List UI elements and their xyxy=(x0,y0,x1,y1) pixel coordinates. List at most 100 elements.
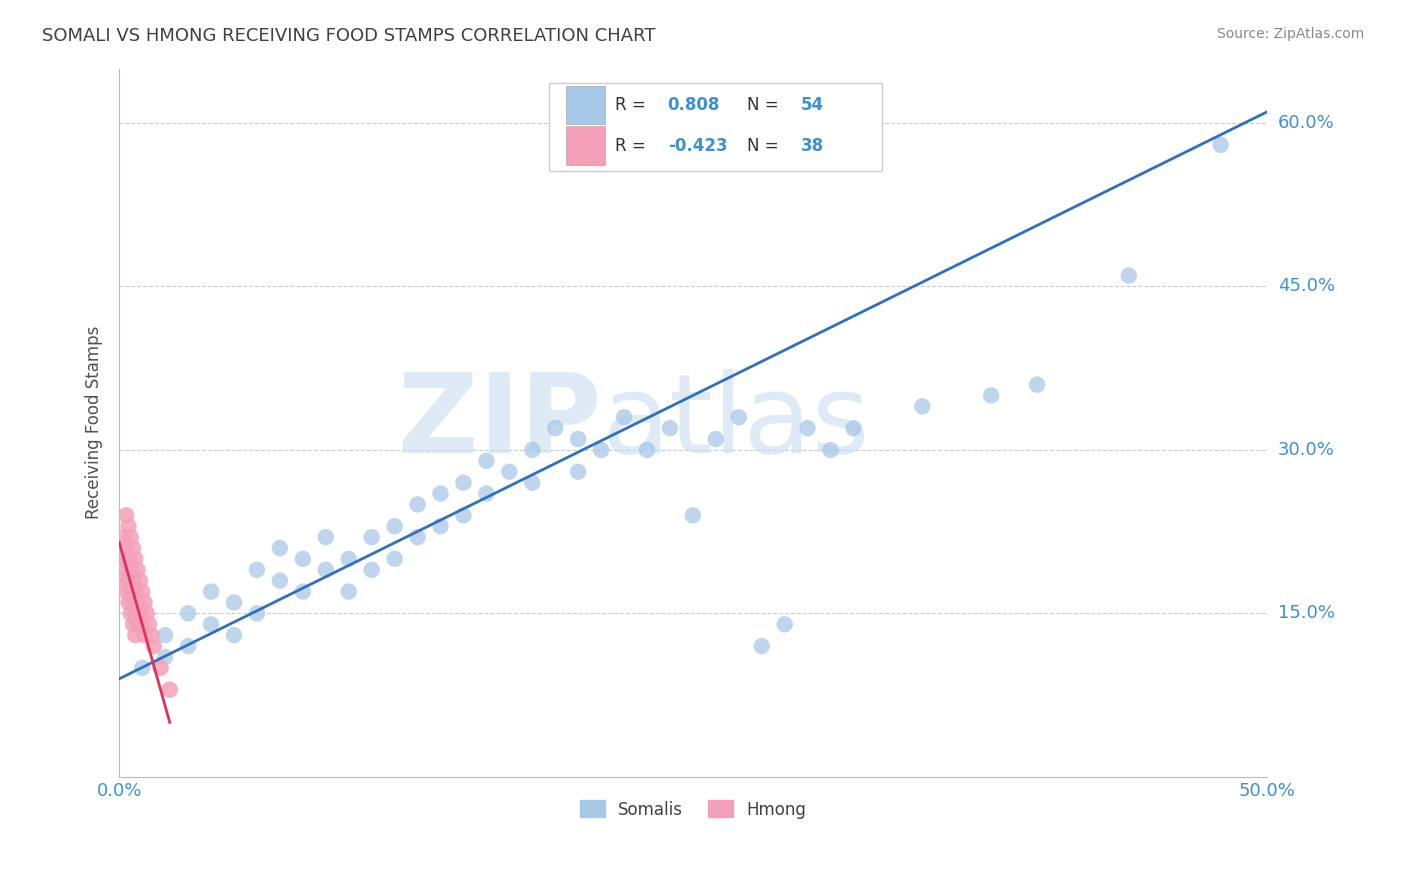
Point xyxy=(142,639,165,653)
Text: 45.0%: 45.0% xyxy=(1278,277,1334,295)
Point xyxy=(406,530,429,544)
Point xyxy=(149,661,172,675)
Text: atlas: atlas xyxy=(602,369,870,476)
Point xyxy=(682,508,704,523)
Text: R =: R = xyxy=(614,95,651,114)
Text: 0.808: 0.808 xyxy=(668,95,720,114)
Point xyxy=(591,442,613,457)
Point xyxy=(360,563,382,577)
Point xyxy=(269,574,291,588)
Point xyxy=(384,552,406,566)
Text: 30.0%: 30.0% xyxy=(1278,441,1334,459)
Text: SOMALI VS HMONG RECEIVING FOOD STAMPS CORRELATION CHART: SOMALI VS HMONG RECEIVING FOOD STAMPS CO… xyxy=(42,27,655,45)
Point xyxy=(1118,268,1140,283)
Point xyxy=(135,607,157,621)
Point xyxy=(222,628,245,642)
Point xyxy=(129,574,152,588)
Point xyxy=(117,552,139,566)
FancyBboxPatch shape xyxy=(565,86,605,124)
Point xyxy=(122,595,145,609)
Point xyxy=(269,541,291,555)
Point xyxy=(796,421,818,435)
Point xyxy=(122,574,145,588)
Point xyxy=(291,552,314,566)
Y-axis label: Receiving Food Stamps: Receiving Food Stamps xyxy=(86,326,103,519)
Text: Source: ZipAtlas.com: Source: ZipAtlas.com xyxy=(1216,27,1364,41)
Text: 60.0%: 60.0% xyxy=(1278,114,1334,132)
Point xyxy=(636,442,658,457)
Point xyxy=(127,617,149,632)
Point xyxy=(177,607,200,621)
Point xyxy=(751,639,773,653)
Point xyxy=(567,465,589,479)
Point xyxy=(842,421,865,435)
Point xyxy=(124,552,146,566)
Text: 15.0%: 15.0% xyxy=(1278,605,1334,623)
Point xyxy=(613,410,636,425)
Point xyxy=(131,584,153,599)
Point xyxy=(159,682,181,697)
Point xyxy=(124,607,146,621)
Point xyxy=(153,650,176,665)
Point xyxy=(522,442,544,457)
Text: 38: 38 xyxy=(801,136,824,154)
Point xyxy=(567,432,589,446)
Point xyxy=(544,421,567,435)
Point xyxy=(498,465,520,479)
Point xyxy=(120,530,142,544)
Point xyxy=(134,595,156,609)
Point xyxy=(475,454,498,468)
Point xyxy=(704,432,727,446)
Point xyxy=(115,563,138,577)
Point xyxy=(337,552,360,566)
Point xyxy=(117,519,139,533)
Point xyxy=(141,628,163,642)
Text: 54: 54 xyxy=(801,95,824,114)
Point xyxy=(138,617,160,632)
Point xyxy=(112,552,135,566)
Point xyxy=(429,486,451,500)
Point xyxy=(117,574,139,588)
Point xyxy=(360,530,382,544)
Point xyxy=(200,617,222,632)
Text: R =: R = xyxy=(614,136,651,154)
Text: ZIP: ZIP xyxy=(398,369,602,476)
Point xyxy=(134,628,156,642)
Point xyxy=(127,563,149,577)
Point xyxy=(246,607,269,621)
Point xyxy=(122,541,145,555)
Point xyxy=(384,519,406,533)
Point xyxy=(122,617,145,632)
Point xyxy=(127,595,149,609)
Point xyxy=(337,584,360,599)
Text: N =: N = xyxy=(747,95,783,114)
Point xyxy=(522,475,544,490)
Point xyxy=(131,617,153,632)
Point xyxy=(453,508,475,523)
Point xyxy=(429,519,451,533)
Text: -0.423: -0.423 xyxy=(668,136,727,154)
Point xyxy=(115,541,138,555)
Point xyxy=(131,661,153,675)
FancyBboxPatch shape xyxy=(550,83,882,171)
Point xyxy=(129,607,152,621)
Point xyxy=(911,400,934,414)
Point xyxy=(120,584,142,599)
Point xyxy=(820,442,842,457)
Point xyxy=(773,617,796,632)
Point xyxy=(177,639,200,653)
Point xyxy=(120,607,142,621)
Point xyxy=(453,475,475,490)
Point xyxy=(315,563,337,577)
FancyBboxPatch shape xyxy=(565,127,605,165)
Point xyxy=(153,628,176,642)
Point xyxy=(115,508,138,523)
Point xyxy=(222,595,245,609)
Point xyxy=(727,410,749,425)
Point xyxy=(115,584,138,599)
Legend: Somalis, Hmong: Somalis, Hmong xyxy=(574,794,813,825)
Point xyxy=(980,388,1002,402)
Text: N =: N = xyxy=(747,136,783,154)
Point xyxy=(1209,137,1232,152)
Point xyxy=(120,563,142,577)
